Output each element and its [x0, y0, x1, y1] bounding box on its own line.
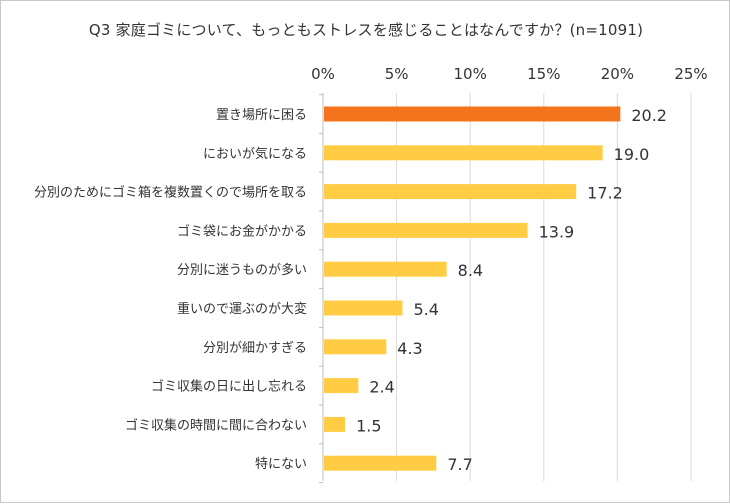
chart-title: Q3 家庭ゴミについて、もっともストレスを感じることはなんですか？(n=1091… [88, 21, 644, 39]
bar [324, 300, 403, 316]
data-label: 4.3 [397, 339, 422, 358]
x-tick-label: 5% [385, 65, 409, 83]
x-tick-label: 20% [601, 65, 634, 83]
category-label: 分別に迷うものが多い [177, 262, 307, 278]
data-label: 2.4 [369, 378, 394, 397]
data-label: 8.4 [458, 261, 483, 280]
x-tick-label: 0% [311, 65, 335, 83]
category-label: 分別が細かすぎる [203, 341, 307, 356]
bar [324, 339, 387, 355]
x-tick-label: 25% [674, 65, 707, 83]
data-label: 17.2 [587, 184, 623, 203]
bar [324, 145, 603, 161]
category-label: 置き場所に困る [216, 108, 307, 123]
bar [324, 184, 577, 200]
category-label: 分別のためにゴミ箱を複数置くので場所を取る [34, 185, 307, 201]
category-label: 特にない [255, 457, 307, 472]
bar [324, 378, 359, 394]
x-tick-label: 15% [527, 65, 560, 83]
data-label: 7.7 [447, 455, 472, 474]
data-label: 1.5 [356, 416, 381, 435]
data-label: 19.0 [614, 145, 650, 164]
bar [324, 222, 528, 238]
category-label: 重いので運ぶのが大変 [177, 301, 307, 317]
bar [324, 416, 346, 432]
category-label: においが気になる [203, 146, 307, 162]
category-label: ゴミ収集の日に出し忘れる [151, 379, 307, 395]
category-label: ゴミ袋にお金がかかる [177, 223, 307, 239]
data-label: 13.9 [539, 222, 575, 241]
data-label: 20.2 [631, 106, 667, 125]
category-label: ゴミ収集の時間に間に合わない [125, 417, 307, 433]
x-tick-label: 10% [454, 65, 487, 83]
data-label: 5.4 [413, 300, 438, 319]
bar [324, 455, 437, 471]
bar-highlight [324, 106, 621, 122]
bar [324, 261, 447, 277]
